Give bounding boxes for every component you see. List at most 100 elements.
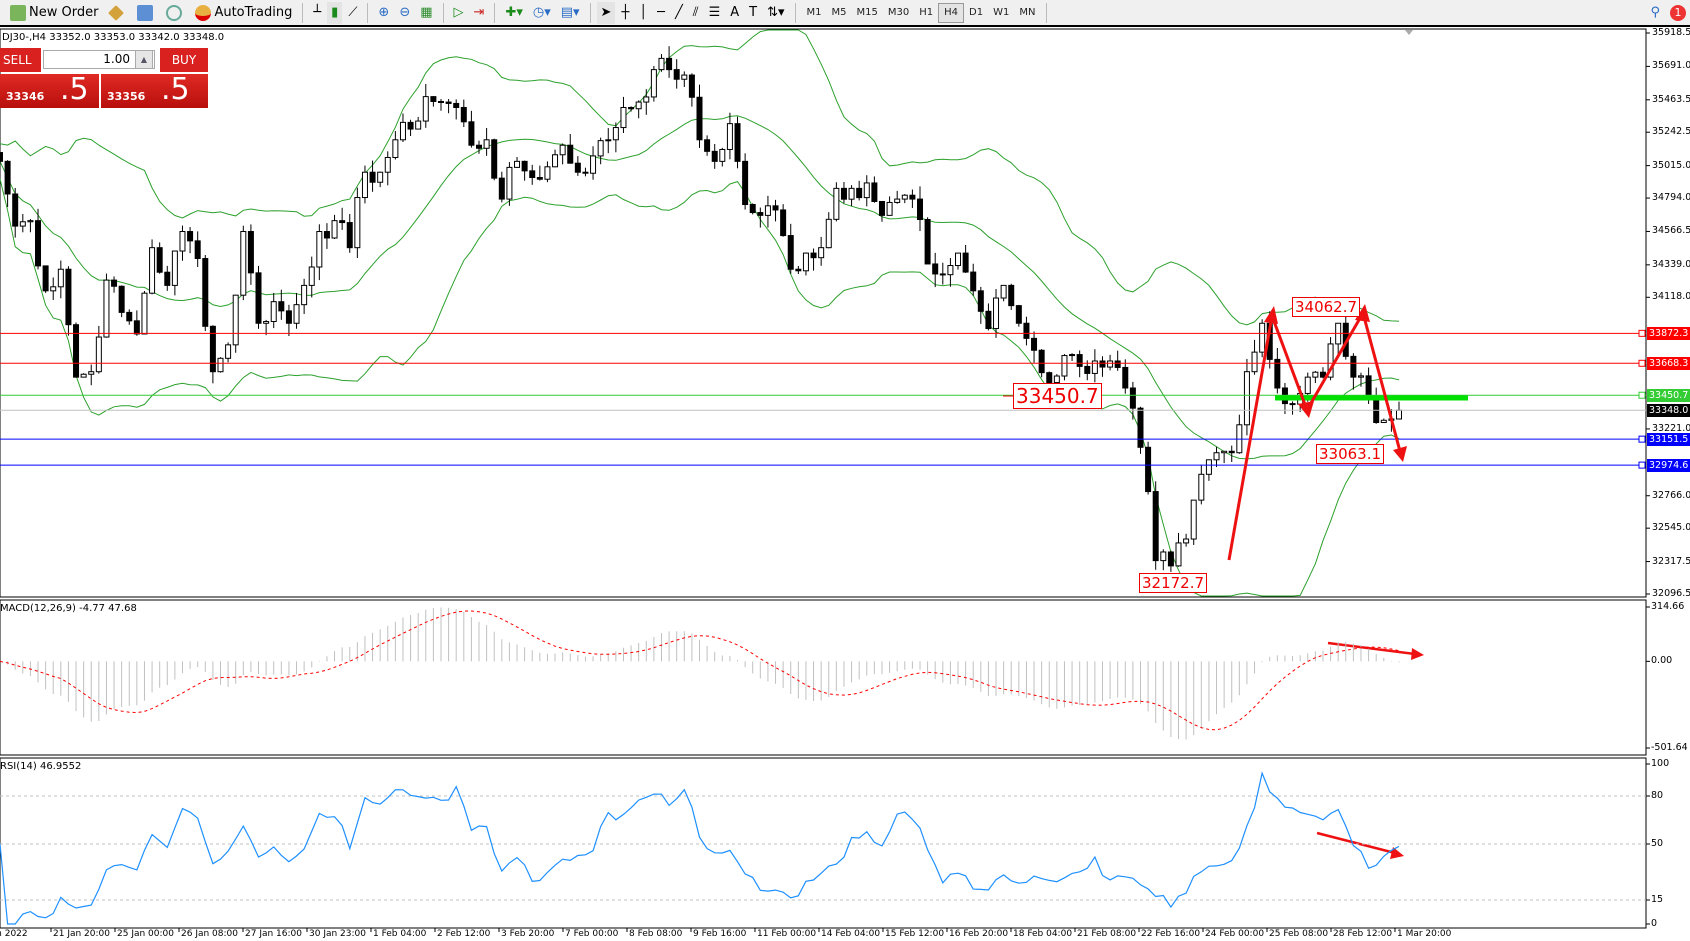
toolbar: New Order AutoTrading ┴ ▮ ⟋ ⊕ ⊖ ▦ ▷ ⇥ ✚▾…: [0, 0, 1690, 27]
lot-size-input[interactable]: 1.00: [43, 50, 155, 69]
timeframe-m5[interactable]: M5: [831, 7, 847, 18]
candle-body: [12, 193, 19, 227]
candle-body: [643, 96, 650, 103]
candle-body: [932, 263, 939, 275]
crosshair-button[interactable]: ┼: [617, 2, 633, 24]
tile-windows-button[interactable]: ▦: [416, 2, 436, 24]
sell-price-button[interactable]: 33346 .5: [0, 72, 99, 108]
time-axis-label: 21 Feb 08:00: [1077, 929, 1137, 939]
time-axis-label: 1 Feb 04:00: [373, 929, 427, 939]
candle-body: [35, 220, 42, 267]
indicators-button[interactable]: ✚▾: [501, 2, 526, 24]
fibonacci-button[interactable]: ⫽: [689, 2, 703, 24]
time-axis-label: 1 Mar 20:00: [1397, 929, 1452, 939]
timeframe-mn[interactable]: MN: [1019, 7, 1036, 18]
divider: [367, 2, 369, 23]
candle-body: [970, 271, 977, 292]
candle-body: [612, 127, 619, 141]
timeframe-d1[interactable]: D1: [969, 7, 984, 18]
candle-body: [574, 162, 581, 173]
bar-chart-button[interactable]: ┴: [309, 2, 325, 24]
candle-body: [1099, 360, 1106, 368]
candle-body: [909, 194, 916, 200]
candle-body: [141, 292, 148, 335]
candle-body: [559, 144, 566, 156]
rsi-axis-label: 50: [1651, 838, 1664, 849]
search-button[interactable]: ⚲: [1646, 2, 1664, 24]
tile-windows-icon: ▦: [420, 5, 433, 20]
line-chart-button[interactable]: ⟋: [344, 2, 361, 24]
bid-price: 33346: [6, 90, 45, 103]
zoom-out-button[interactable]: ⊖: [395, 2, 414, 24]
one-click-trading-panel: SELL ▼ 1.00 ▲ BUY 33346.5 33356.5: [0, 48, 210, 108]
candle-body: [187, 231, 194, 242]
text-label-button[interactable]: T: [745, 2, 761, 24]
cursor-button[interactable]: ➤: [596, 1, 616, 24]
timeframe-m15[interactable]: M15: [856, 7, 878, 18]
text-button[interactable]: A: [726, 2, 743, 24]
arrowhead: [1355, 304, 1370, 322]
rsi-axis-label: 0: [1651, 918, 1658, 929]
market-watch-button[interactable]: [104, 2, 131, 24]
candle-body: [164, 271, 171, 286]
candle-body: [361, 171, 368, 199]
candle-body: [901, 194, 908, 200]
price-annotation: 34062.7: [1292, 297, 1361, 317]
candle-body: [666, 57, 673, 71]
time-axis-label: 15 Feb 12:00: [885, 929, 945, 939]
price-axis-label: 35918.5: [1652, 27, 1690, 38]
sell-button[interactable]: SELL: [0, 48, 41, 72]
candle-body: [1259, 322, 1266, 353]
candle-body: [825, 218, 832, 249]
candle-body: [605, 139, 612, 142]
time-axis-label: 30 Jan 23:00: [309, 929, 366, 939]
fibo-lines-button[interactable]: ☰: [705, 2, 725, 24]
candle-body: [118, 285, 125, 313]
candle-body: [331, 220, 338, 239]
candle-body: [498, 177, 505, 200]
candle-body: [1053, 375, 1060, 384]
zoom-in-button[interactable]: ⊕: [374, 2, 393, 24]
time-axis-label: 27 Jan 16:00: [245, 929, 302, 939]
candle-body: [445, 101, 452, 104]
signals-icon: [166, 4, 183, 21]
autoscroll-button[interactable]: ⇥: [470, 2, 489, 24]
buy-button[interactable]: BUY: [160, 48, 208, 72]
timeframe-m1[interactable]: M1: [806, 7, 822, 18]
timeframe-m30[interactable]: M30: [887, 7, 910, 18]
timeframe-w1[interactable]: W1: [993, 7, 1010, 18]
candle-body: [590, 155, 597, 174]
lot-increase-button[interactable]: ▲: [135, 50, 153, 69]
chart-shift-button[interactable]: ▷: [450, 2, 468, 24]
divider: [794, 2, 796, 23]
candlestick-button[interactable]: ▮: [327, 1, 343, 24]
candle-body: [103, 279, 110, 338]
notifications-button[interactable]: 1: [1666, 2, 1690, 24]
periods-button[interactable]: ◷▾: [529, 2, 555, 24]
trendline-button[interactable]: ╱: [671, 2, 687, 24]
candle-body: [1183, 538, 1190, 544]
horizontal-line-button[interactable]: ─: [653, 2, 669, 24]
candle-body: [460, 106, 467, 123]
divider: [494, 2, 496, 23]
candle-body: [354, 197, 361, 249]
signals-button[interactable]: [162, 2, 189, 24]
level-handle: [1638, 435, 1646, 443]
candle-body: [924, 218, 931, 265]
auto-trading-button[interactable]: AutoTrading: [191, 2, 296, 24]
vertical-line-button[interactable]: │: [635, 2, 651, 24]
candle-body: [742, 160, 749, 206]
candle-body: [126, 311, 133, 322]
buy-price-button[interactable]: 33356 .5: [101, 72, 208, 108]
timeframe-h1[interactable]: H1: [919, 7, 934, 18]
level-handle: [1638, 461, 1646, 469]
templates-button[interactable]: ▤▾: [557, 2, 584, 24]
candle-body: [1243, 371, 1250, 426]
timeframe-h4[interactable]: H4: [938, 2, 965, 23]
candle-body: [247, 231, 254, 274]
trendline-icon: ╱: [674, 5, 683, 20]
arrows-button[interactable]: ⇅▾: [763, 2, 788, 24]
data-window-button[interactable]: [133, 2, 160, 24]
new-order-button[interactable]: New Order: [6, 2, 102, 24]
